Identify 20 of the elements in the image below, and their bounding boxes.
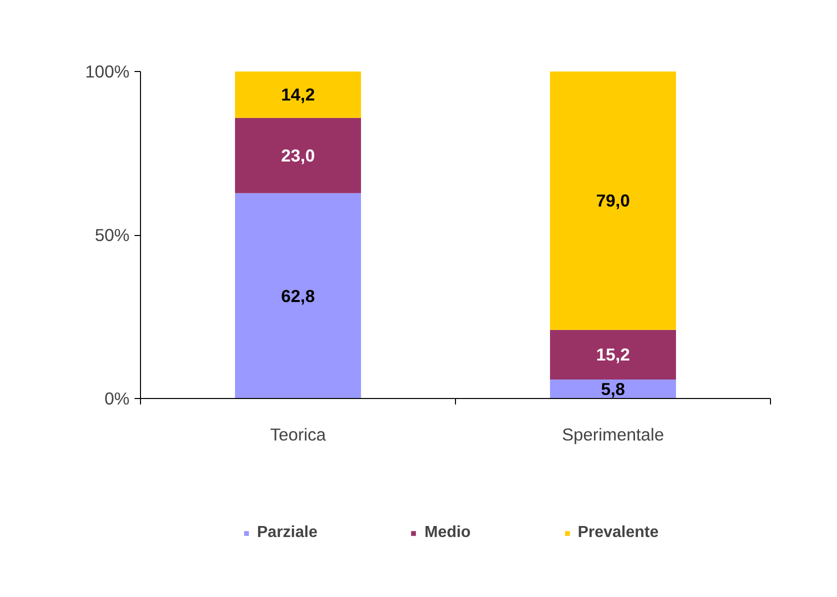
bar xyxy=(235,193,361,398)
x-tick-label: Sperimentale xyxy=(562,424,664,444)
y-tick-label: 100% xyxy=(85,62,130,82)
data-label: 14,2 xyxy=(281,84,315,105)
data-label: 62,8 xyxy=(281,286,316,306)
data-label: 23,0 xyxy=(281,146,315,166)
data-label: 15,2 xyxy=(596,344,630,365)
bar xyxy=(235,118,361,194)
legend-label: Prevalente xyxy=(578,524,659,542)
x-tick-label: Teorica xyxy=(270,424,326,444)
y-tick-label: 50% xyxy=(94,225,130,245)
legend-label: Medio xyxy=(424,524,471,542)
bar xyxy=(550,72,676,330)
bar xyxy=(550,330,676,380)
bar xyxy=(235,72,361,118)
legend-label: Parziale xyxy=(257,524,318,542)
y-tick-label: 0% xyxy=(104,388,130,408)
bar xyxy=(550,380,676,398)
data-label: 79,0 xyxy=(596,190,630,211)
data-label: 5,8 xyxy=(600,379,626,400)
